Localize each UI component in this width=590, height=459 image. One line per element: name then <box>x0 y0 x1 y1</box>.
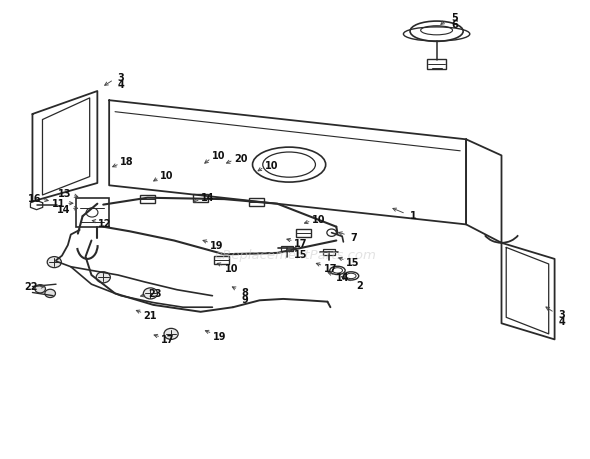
Text: 18: 18 <box>120 157 134 167</box>
Text: 15: 15 <box>294 250 307 260</box>
Text: 11: 11 <box>53 199 65 209</box>
Text: 8: 8 <box>241 287 248 297</box>
Text: 15: 15 <box>346 257 359 268</box>
Bar <box>297 229 312 237</box>
Bar <box>214 257 229 265</box>
Text: 2: 2 <box>356 280 363 291</box>
Text: 10: 10 <box>265 160 278 170</box>
Bar <box>281 246 293 252</box>
Text: 20: 20 <box>234 153 247 163</box>
Text: 14: 14 <box>57 205 70 215</box>
Text: 9: 9 <box>241 294 248 304</box>
Text: 3: 3 <box>558 309 565 319</box>
Bar <box>193 194 208 202</box>
Text: 4: 4 <box>558 316 565 326</box>
Text: 14: 14 <box>336 273 349 283</box>
Text: eReplacementParts.com: eReplacementParts.com <box>214 248 376 261</box>
Text: 3: 3 <box>117 73 124 83</box>
Bar <box>249 199 264 207</box>
Text: 21: 21 <box>144 311 157 321</box>
Bar <box>323 250 335 255</box>
Text: 17: 17 <box>324 263 337 274</box>
Text: 6: 6 <box>451 20 458 30</box>
Text: 4: 4 <box>117 80 124 90</box>
Circle shape <box>45 290 55 298</box>
Circle shape <box>164 329 178 340</box>
Text: 17: 17 <box>162 335 175 345</box>
Circle shape <box>35 285 45 293</box>
Text: 17: 17 <box>294 238 307 248</box>
Text: 10: 10 <box>225 263 238 274</box>
Text: 22: 22 <box>24 282 37 292</box>
Circle shape <box>47 257 61 268</box>
Text: 1: 1 <box>409 211 417 221</box>
Text: 23: 23 <box>148 289 161 299</box>
Circle shape <box>143 288 158 299</box>
Text: 10: 10 <box>160 170 173 180</box>
Text: 14: 14 <box>201 192 214 202</box>
Circle shape <box>96 272 110 283</box>
Bar <box>140 196 155 204</box>
Text: 16: 16 <box>28 193 41 203</box>
Text: 19: 19 <box>213 331 226 341</box>
Text: 12: 12 <box>99 218 112 229</box>
Text: 10: 10 <box>212 151 225 161</box>
Text: 5: 5 <box>451 13 458 23</box>
Text: 19: 19 <box>211 241 224 251</box>
Text: 10: 10 <box>312 214 325 224</box>
Text: 13: 13 <box>58 189 71 199</box>
Text: 7: 7 <box>350 233 358 243</box>
